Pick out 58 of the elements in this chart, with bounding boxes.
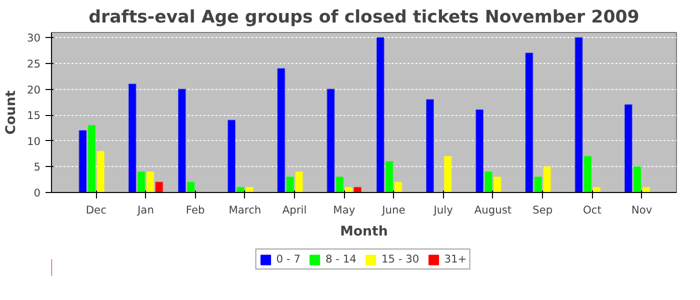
bar (385, 161, 394, 192)
bar (493, 176, 502, 192)
x-tick-label: Jan (136, 204, 154, 216)
y-tick-label: 20 (26, 83, 41, 96)
bar (178, 88, 186, 192)
bar (584, 156, 592, 192)
bar (326, 88, 335, 192)
bar (426, 99, 434, 192)
bar (476, 109, 484, 192)
bar (354, 186, 362, 192)
bar (245, 186, 254, 192)
y-tick-label: 25 (26, 57, 41, 70)
y-tick-label: 5 (34, 160, 40, 174)
bar (624, 104, 632, 192)
bar (336, 176, 344, 192)
bar (376, 37, 384, 192)
y-tick-label: 0 (34, 186, 41, 200)
x-tick-label: Dec (86, 204, 107, 216)
x-axis-title: Month (340, 224, 388, 240)
bar (78, 130, 87, 192)
bar (525, 52, 534, 192)
bar (543, 166, 552, 192)
y-tick-label: 30 (26, 32, 41, 45)
bar (155, 182, 164, 192)
bar (295, 171, 303, 192)
bar (186, 182, 195, 192)
y-tick-label: 15 (26, 109, 41, 122)
legend-label: 0 - 7 (276, 252, 300, 266)
x-tick-label: August (474, 204, 512, 216)
bar (444, 156, 452, 192)
bar (574, 37, 583, 192)
x-tick-label: April (282, 204, 307, 216)
bar (484, 171, 492, 192)
x-tick-label: June (381, 204, 406, 216)
legend-label: 15 - 30 (381, 252, 420, 266)
legend-label: 31+ (444, 252, 467, 266)
bar (286, 176, 294, 192)
x-tick-label: Oct (582, 204, 602, 216)
bar (633, 166, 642, 192)
bar (534, 176, 542, 192)
chart-title: drafts-eval Age groups of closed tickets November 2009 (88, 8, 640, 28)
bar (277, 68, 286, 192)
y-axis-title: Count (4, 90, 19, 135)
legend-label: 8 - 14 (325, 252, 356, 266)
bar (88, 124, 96, 192)
bar (228, 120, 236, 192)
x-tick-label: Sep (532, 204, 553, 216)
x-tick-label: Nov (631, 204, 652, 216)
bar (394, 182, 402, 192)
x-tick-label: July (432, 204, 453, 216)
bar (137, 171, 146, 192)
x-tick-label: March (228, 204, 262, 216)
x-tick-label: Feb (186, 204, 206, 216)
bar (96, 150, 105, 192)
y-tick-label: 10 (26, 134, 41, 148)
bar (146, 171, 154, 192)
x-tick-label: May (333, 204, 356, 216)
bar (128, 84, 136, 192)
